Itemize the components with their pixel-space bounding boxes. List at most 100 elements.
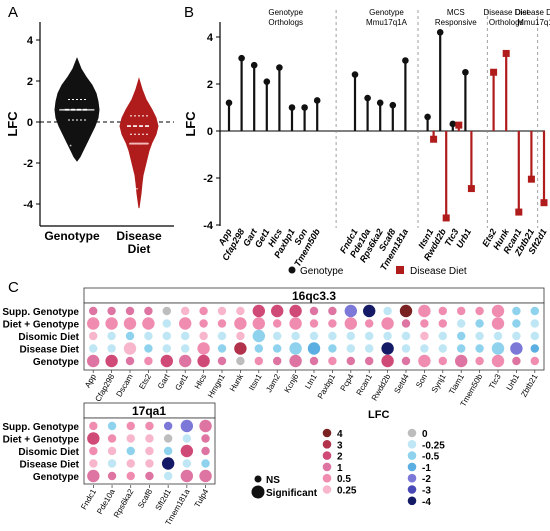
color-legend-swatch: [322, 462, 332, 472]
bubble-cell: [126, 471, 135, 481]
legend-genotype-label: Genotype: [300, 266, 344, 277]
bubble-cell: [199, 319, 208, 328]
bubble-cell: [125, 356, 135, 366]
size-legend-ns-label: NS: [266, 475, 280, 486]
bubble-cell: [162, 344, 171, 353]
disease-diet-point: [442, 214, 450, 222]
bubble-cell: [181, 344, 190, 353]
bubble-cell: [420, 319, 429, 328]
column-label: Hunk: [228, 372, 246, 394]
bubble-cell: [163, 434, 173, 443]
bubble-cell: [181, 331, 190, 341]
bubble-cell: [217, 331, 227, 341]
bubble-cell: [438, 306, 447, 316]
disease-diet-point: [467, 185, 475, 193]
bubble-cell: [273, 344, 282, 353]
bubble-cell: [236, 331, 245, 341]
bubble-cell: [291, 331, 300, 341]
bubble-cell: [180, 444, 194, 458]
legend-diet-marker: [396, 266, 404, 274]
bubble-cell: [252, 329, 265, 343]
bubble-cell: [346, 344, 355, 353]
row-label: Genotype: [33, 472, 80, 483]
bubble-cell: [475, 344, 484, 353]
lollipop-legend: Genotype Disease Diet: [288, 266, 467, 277]
bubble-cell: [493, 331, 503, 341]
color-legend-swatch: [407, 428, 417, 438]
bubble-cell: [401, 356, 411, 366]
bubble-cell: [491, 304, 505, 318]
bubble-cell: [182, 434, 192, 443]
color-legend-swatch: [407, 462, 417, 472]
column-label: Gart: [156, 372, 172, 391]
bubble-cell: [344, 317, 357, 330]
legend-diet-label: Disease Diet: [410, 266, 467, 277]
grid2-title: 17qa1: [132, 404, 166, 418]
bubble-cell: [475, 306, 484, 316]
bubble-cell: [401, 319, 411, 328]
row-label: Supp. Genotype: [2, 307, 79, 318]
violin-point: [136, 187, 138, 190]
color-legend-swatch: [322, 440, 332, 449]
row-label: Genotype: [33, 357, 80, 368]
genotype-point: [449, 120, 457, 128]
column-label: Hmgn1: [206, 372, 227, 399]
genotype-point: [402, 57, 409, 64]
bubble-cell: [182, 459, 192, 468]
bubble-cell: [162, 331, 171, 341]
color-legend-label: 4: [337, 429, 343, 440]
violin-y-tick-label: 2: [27, 76, 33, 88]
column-label: Fndc1: [79, 487, 98, 511]
bubble-cell: [199, 469, 212, 483]
bubble-cell: [530, 319, 539, 328]
bubble-cell: [87, 432, 100, 445]
bubble-cell: [273, 319, 282, 328]
bubble-cell: [254, 344, 263, 353]
bubble-cell: [457, 331, 466, 341]
genotype-point: [389, 101, 397, 109]
color-legend-label: 0: [422, 429, 428, 440]
violin-point: [144, 142, 147, 145]
lollipop-y-tick-label: -4: [203, 220, 214, 232]
legend-genotype-marker: [288, 266, 296, 274]
bubble-cell: [273, 331, 282, 341]
bubble-cell: [328, 344, 337, 353]
bubble-cell: [512, 306, 521, 316]
bubble-cell: [107, 331, 116, 341]
color-legend-title: LFC: [368, 409, 389, 421]
bubble-cell: [107, 434, 117, 443]
violin-point: [131, 142, 134, 145]
color-legend-swatch: [322, 451, 332, 460]
column-label: Tiam1: [447, 372, 466, 396]
bubble-cell: [438, 319, 447, 328]
bubble-cell: [234, 317, 247, 330]
bubble-cell: [530, 356, 539, 366]
bubble-cell: [307, 342, 321, 355]
column-label: Ets2: [137, 372, 153, 391]
color-legend-swatch: [407, 485, 417, 494]
lollipop-plot: LFC Genotype Orthologs Genotype Mmu17q1A MCS…: [183, 8, 550, 277]
bubble-cell: [438, 356, 447, 366]
bubble-cell: [145, 421, 154, 431]
bubble-cell: [123, 342, 137, 355]
row-label: Disomic Diet: [18, 332, 79, 343]
bubble-cell: [107, 459, 117, 468]
bubble-cell: [328, 306, 337, 316]
group-label: Genotype Mmu17q1A: [366, 8, 408, 27]
violin-category-label: Genotype: [44, 229, 100, 243]
bubble-cell: [344, 304, 357, 318]
grid1-title: 16qc3.3: [292, 289, 336, 303]
bubble-cell: [236, 306, 245, 316]
column-label: Zbtb21: [519, 372, 540, 399]
bubble-cell: [365, 344, 374, 353]
bubble-cell: [512, 356, 521, 366]
color-legend-label: -0.25: [422, 440, 445, 451]
bubble-cell: [163, 471, 173, 481]
bubble-cell: [401, 331, 411, 341]
bubble-cell: [145, 459, 154, 468]
violin-point: [75, 108, 78, 111]
bubble-cell: [438, 331, 447, 341]
bubble-cell: [163, 446, 173, 456]
bubble-cell: [475, 356, 484, 366]
